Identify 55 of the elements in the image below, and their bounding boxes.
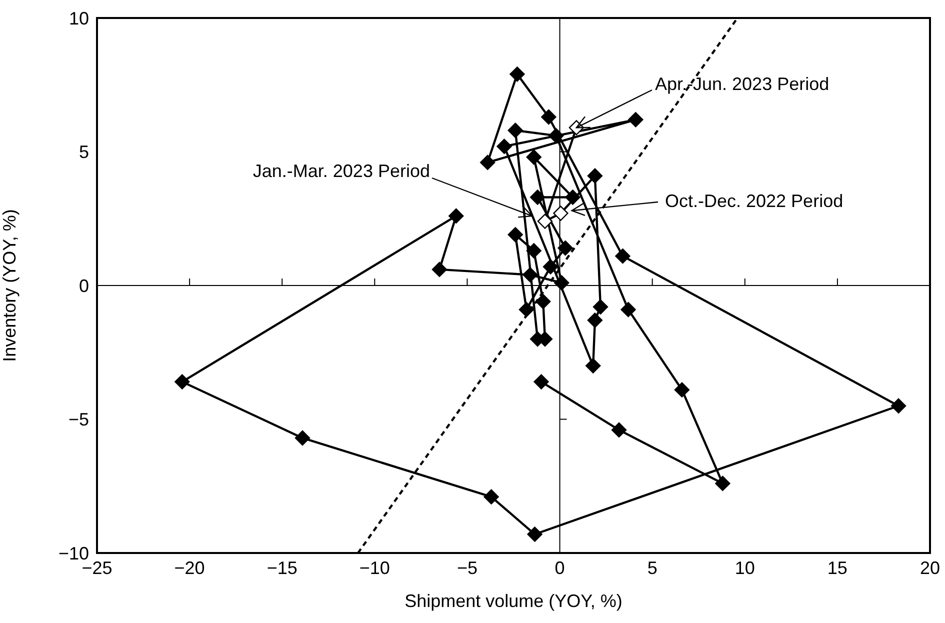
- point: [565, 190, 580, 205]
- point: [480, 154, 496, 170]
- annotation: Jan.-Mar. 2023 Period: [252, 160, 430, 181]
- x-tick-label: −15: [266, 558, 298, 578]
- point: [527, 526, 542, 542]
- point: [674, 382, 690, 398]
- point: [534, 374, 549, 390]
- point: [526, 150, 542, 165]
- x-tick-label: 5: [647, 558, 658, 578]
- point: [496, 138, 512, 154]
- x-tick-label: −5: [456, 558, 478, 578]
- point: [510, 66, 525, 82]
- x-tick-label: 20: [920, 558, 940, 578]
- point: [432, 262, 448, 278]
- point: [536, 294, 551, 310]
- point: [541, 109, 556, 125]
- point: [587, 168, 603, 184]
- y-axis-title: Inventory (YOY, %): [0, 209, 20, 362]
- point: [508, 227, 523, 242]
- point: [530, 190, 546, 205]
- x-tick-label: −20: [174, 558, 205, 578]
- x-tick-label: 10: [734, 558, 755, 578]
- point: [587, 312, 603, 328]
- point: [592, 299, 608, 314]
- point: [628, 112, 644, 128]
- x-tick-label: 15: [827, 558, 848, 578]
- annotation: Oct.-Dec. 2022 Period: [665, 190, 844, 211]
- x-tick-label: 0: [554, 558, 565, 578]
- point: [174, 374, 190, 390]
- point: [522, 267, 538, 282]
- point: [558, 240, 573, 256]
- x-tick-label: −10: [359, 558, 390, 578]
- annotation: Apr.-Jun. 2023 Period: [655, 74, 830, 94]
- y-tick-label: −10: [58, 543, 89, 564]
- point: [548, 128, 564, 144]
- point: [715, 476, 730, 492]
- y-tick-label: 10: [68, 8, 89, 28]
- point: [890, 398, 906, 414]
- y-tick-label: 0: [78, 276, 89, 296]
- point: [611, 422, 627, 438]
- y-tick-label: −5: [68, 410, 89, 430]
- point: [508, 122, 523, 138]
- point: [526, 243, 542, 258]
- point: [586, 358, 601, 374]
- point: [615, 248, 630, 264]
- point: [448, 208, 464, 224]
- y-tick-label: 5: [78, 142, 89, 162]
- point: [553, 206, 568, 221]
- point: [537, 214, 553, 229]
- point: [554, 275, 570, 290]
- point: [294, 430, 310, 446]
- point: [484, 489, 499, 504]
- point: [542, 259, 558, 274]
- point: [620, 302, 636, 318]
- x-axis-title: Shipment volume (YOY, %): [404, 591, 622, 611]
